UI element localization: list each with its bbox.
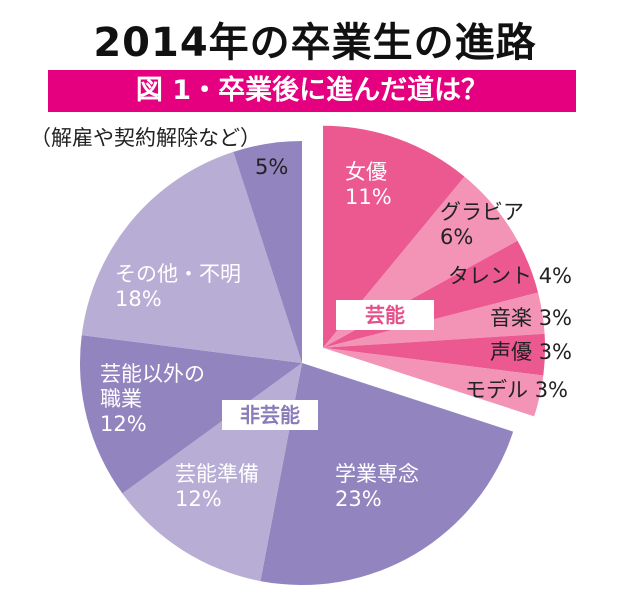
pie-slice-8	[80, 335, 302, 494]
pie-slice-10	[233, 141, 302, 363]
group-label-hi-geino: 非芸能	[222, 400, 318, 430]
slice-label: その他・不明 18%	[115, 262, 241, 311]
slice-label: 芸能準備 12%	[175, 462, 259, 511]
chart-subtitle-banner: 図 1・卒業後に進んだ道は？	[48, 70, 576, 112]
pie-slice-0	[323, 125, 465, 348]
chart-title: 2014年の卒業生の進路	[93, 20, 537, 66]
slice-label: 5%	[255, 155, 289, 179]
pie-slice-6	[260, 363, 514, 585]
slice-label: 芸能以外の 職業 12%	[100, 362, 205, 436]
slice-label: 女優 11%	[345, 160, 392, 209]
slice-label: 学業専念 23%	[335, 462, 419, 511]
pie-slice-5	[323, 347, 544, 417]
slice-label: （解雇や契約解除など）	[30, 126, 261, 150]
slice-label: モデル 3%	[465, 378, 569, 402]
pie-slice-9	[81, 151, 302, 363]
slice-label: タレント 4%	[448, 264, 573, 288]
group-label-geino: 芸能	[336, 300, 434, 330]
slice-label: 音楽 3%	[490, 306, 573, 330]
slice-label: グラビア 6%	[440, 200, 524, 249]
slice-label: 声優 3%	[490, 340, 573, 364]
pie-slice-4	[323, 333, 546, 376]
